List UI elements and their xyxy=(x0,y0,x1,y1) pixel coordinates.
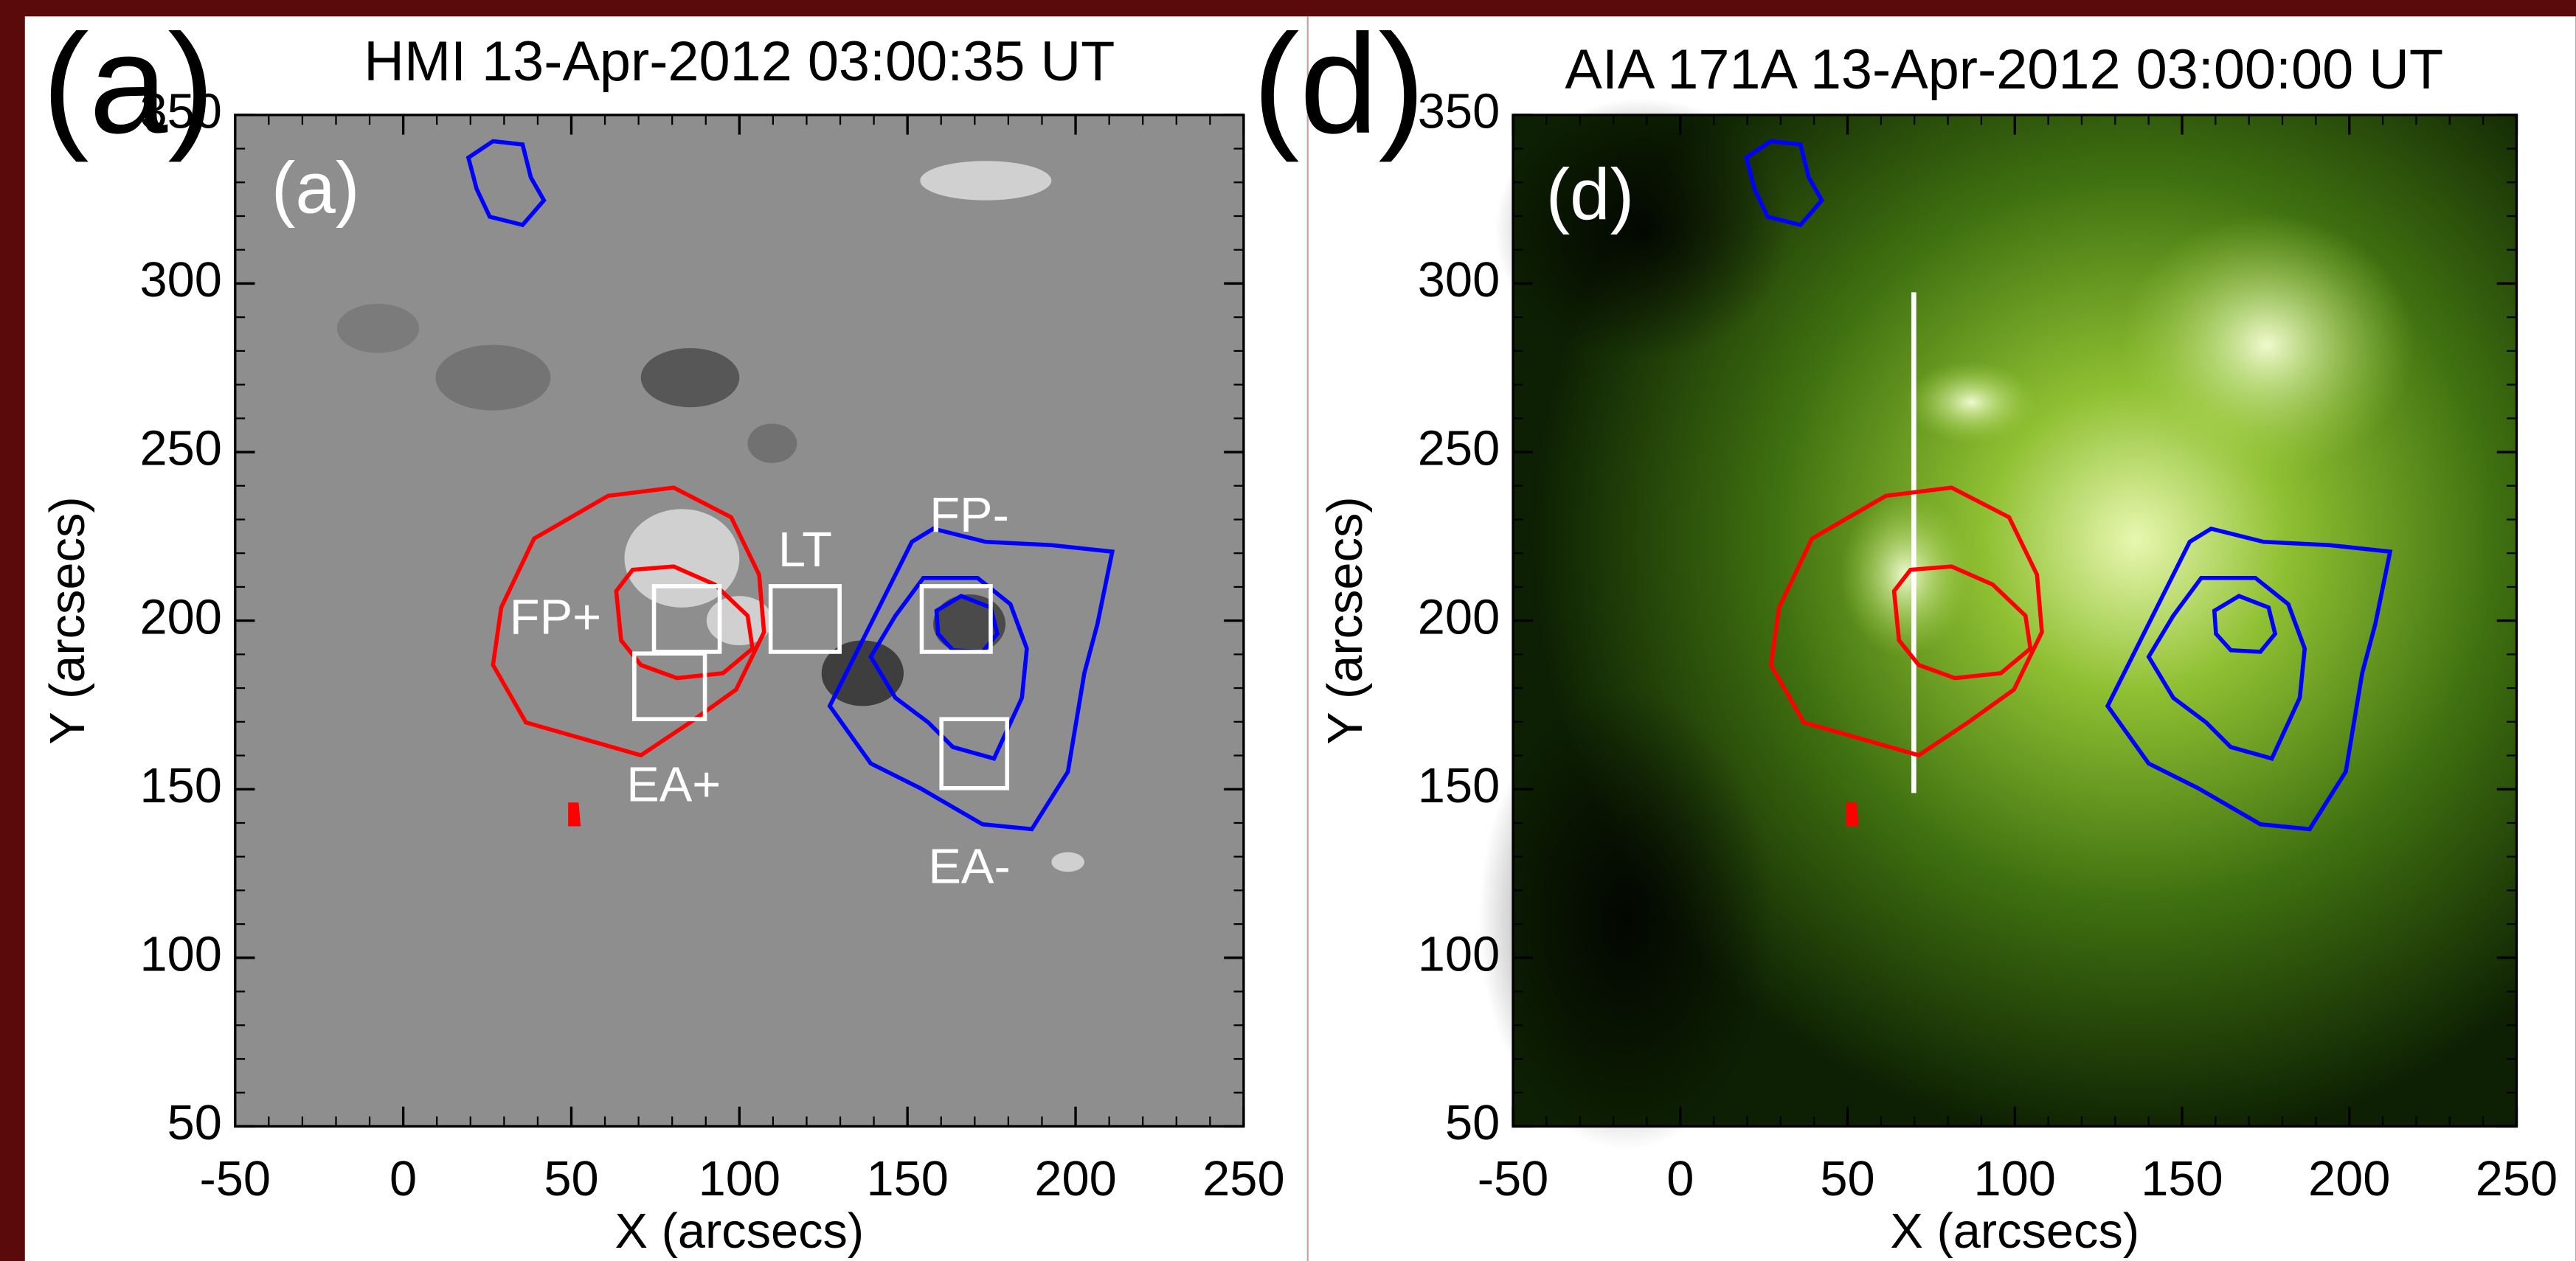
region-box xyxy=(632,651,707,722)
dark-flux xyxy=(640,348,740,408)
dark-flux xyxy=(821,640,904,706)
x-tick-label: -50 xyxy=(1478,1152,1549,1206)
contour xyxy=(2212,594,2278,654)
x-tick-label: 150 xyxy=(2141,1152,2223,1206)
annotation: FP+ xyxy=(510,590,601,645)
x-tick-label: 50 xyxy=(544,1152,598,1206)
bright-flux xyxy=(706,596,772,646)
bright-flux xyxy=(1051,852,1084,872)
contour xyxy=(1744,139,1825,228)
panels: FP+ LT FP- EA+ EA- (a) -50 0 50 100 150 200 250 50 100… xyxy=(41,5,2558,1259)
contour xyxy=(1891,564,2033,681)
dark-region xyxy=(1495,98,1791,361)
y-axis-label: Y (arcsecs) xyxy=(41,496,95,744)
inset-label: (d) xyxy=(1546,154,1635,235)
y-tick-label: 50 xyxy=(1445,1096,1500,1150)
y-tick-label: 50 xyxy=(167,1096,222,1150)
contour xyxy=(465,139,547,228)
dark-flux xyxy=(435,344,551,411)
x-axis-label: X (arcsecs) xyxy=(1890,1204,2139,1259)
x-tick-label: 200 xyxy=(2308,1152,2390,1206)
region-box xyxy=(919,584,993,654)
contour xyxy=(1846,802,1859,827)
dark-region xyxy=(1478,689,1775,1150)
dark-flux xyxy=(336,303,420,353)
y-tick-label: 250 xyxy=(1418,422,1500,476)
annotation: EA+ xyxy=(626,757,721,812)
y-tick-label: 350 xyxy=(140,85,222,139)
contour xyxy=(827,526,1115,832)
y-tick-label: 100 xyxy=(140,927,222,982)
chart-title: HMI 13-Apr-2012 03:00:35 UT xyxy=(364,30,1115,93)
x-tick-label: 0 xyxy=(389,1152,417,1206)
panel-label: (a) xyxy=(42,5,215,163)
y-tick-label: 150 xyxy=(1418,759,1500,813)
bright-loops xyxy=(2119,213,2415,476)
contour xyxy=(2105,526,2393,832)
contour xyxy=(2146,575,2307,761)
y-tick-label: 350 xyxy=(1418,85,1500,139)
y-tick-label: 150 xyxy=(140,759,222,813)
dark-flux xyxy=(747,423,797,463)
annotation: LT xyxy=(778,523,832,577)
x-tick-label: 50 xyxy=(1820,1152,1874,1206)
y-tick-label: 200 xyxy=(140,590,222,645)
region-box xyxy=(768,584,842,654)
chart-title: AIA 171A 13-Apr-2012 03:00:00 UT xyxy=(1565,38,2443,101)
panel: (d) -50 0 50 100 150 200 250 50 100 150 200 250 300 35… xyxy=(1253,5,2558,1259)
dark-flux xyxy=(933,594,1006,654)
x-axis-label: X (arcsecs) xyxy=(615,1204,865,1259)
x-tick-label: 250 xyxy=(2476,1152,2558,1206)
x-tick-label: 100 xyxy=(1974,1152,2056,1206)
annotation: FP- xyxy=(929,488,1009,543)
y-tick-label: 250 xyxy=(140,422,222,476)
y-axis-label: Y (arcsecs) xyxy=(1318,496,1373,744)
contour xyxy=(1768,485,2044,758)
x-tick-label: 150 xyxy=(866,1152,948,1206)
bright-loops xyxy=(1905,361,2037,444)
x-tick-label: 250 xyxy=(1202,1152,1284,1206)
panel-label: (d) xyxy=(1253,5,1425,163)
region-box xyxy=(939,717,1010,791)
y-tick-label: 200 xyxy=(1418,590,1500,645)
annotation: EA- xyxy=(928,840,1010,894)
contour xyxy=(868,575,1029,761)
x-tick-label: 100 xyxy=(699,1152,780,1206)
bright-flux xyxy=(920,161,1052,201)
x-tick-label: 200 xyxy=(1034,1152,1116,1206)
y-tick-label: 100 xyxy=(1418,927,1500,982)
contour xyxy=(491,485,766,758)
inset-label: (a) xyxy=(271,147,360,229)
panel: FP+ LT FP- EA+ EA- (a) -50 0 50 100 150 200 250 50 100… xyxy=(41,5,1285,1259)
x-tick-label: -50 xyxy=(200,1152,271,1206)
y-tick-label: 300 xyxy=(140,253,222,308)
x-tick-label: 0 xyxy=(1666,1152,1694,1206)
y-tick-label: 300 xyxy=(1418,253,1500,308)
contour xyxy=(568,802,581,827)
